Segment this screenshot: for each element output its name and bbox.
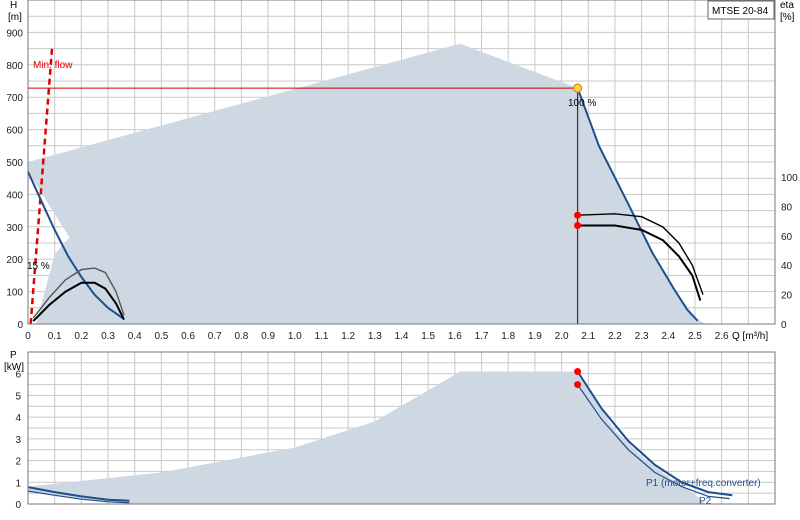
power-series <box>27 368 733 504</box>
flow-tick-label: 0.7 <box>208 331 222 342</box>
eta-tick-label: 40 <box>781 261 793 272</box>
power-operating-area <box>28 371 706 504</box>
head-series <box>27 48 704 325</box>
efficiency-point-marker <box>574 211 582 219</box>
p1-label: P1 (motor+freq.converter) <box>646 478 761 489</box>
head-tick-label: 800 <box>6 61 23 72</box>
flow-tick-label: 0.1 <box>48 331 62 342</box>
eta-min-b-curve <box>32 281 125 322</box>
head-envelope <box>28 43 706 324</box>
eta-min-a-curve <box>32 267 125 319</box>
flow-tick-label: 0.2 <box>74 331 88 342</box>
flow-tick-label: 2.6 <box>715 331 729 342</box>
flow-tick-label: 2.4 <box>661 331 675 342</box>
head-ticks: 0 0.1 0.2 0.3 0.4 0.5 0.6 0.7 0.8 0.9 1.0 1.1 1.2 1.3… <box>6 28 798 342</box>
min-flow-line <box>29 48 54 325</box>
head-tick-label: 0 <box>17 320 23 331</box>
head-tick-label: 100 <box>6 288 23 299</box>
eta-full-b-curve <box>577 224 702 301</box>
power-tick-label: 0 <box>15 500 21 511</box>
flow-tick-label: 1.2 <box>341 331 355 342</box>
eta-tick-label: 0 <box>781 320 787 331</box>
flow-tick-label: 1.7 <box>475 331 489 342</box>
head-tick-label: 900 <box>6 28 23 39</box>
eta-tick-label: 60 <box>781 232 793 243</box>
p2-label: P2 <box>699 496 712 507</box>
model-label: MTSE 20-84 <box>712 6 769 17</box>
eta-tick-label: 80 <box>781 202 793 213</box>
p2-full-curve <box>577 384 730 500</box>
flow-tick-label: 0.8 <box>234 331 248 342</box>
eta-axis-title: eta <box>780 0 794 11</box>
head-operating-area <box>28 43 706 324</box>
head-axis-title: H <box>10 0 17 11</box>
eta-full-a-curve <box>577 213 704 295</box>
power-tick-label: 3 <box>15 435 21 446</box>
flow-tick-label: 1.8 <box>501 331 515 342</box>
flow-tick-label: 0.3 <box>101 331 115 342</box>
head-tick-label: 400 <box>6 190 23 201</box>
flow-tick-label: 2.0 <box>555 331 569 342</box>
speed-label-15: 15 % <box>27 261 50 272</box>
head-tick-label: 300 <box>6 223 23 234</box>
flow-tick-label: 0.5 <box>154 331 168 342</box>
flow-tick-label: 1.4 <box>395 331 409 342</box>
power-axis-title: P <box>10 350 17 361</box>
power-tick-label: 6 <box>15 370 21 381</box>
head-tick-label: 200 <box>6 255 23 266</box>
flow-tick-label: 0.9 <box>261 331 275 342</box>
flow-tick-label: 2.2 <box>608 331 622 342</box>
head-min-curve <box>27 171 125 320</box>
flow-tick-label: 2.1 <box>581 331 595 342</box>
min-flow-label: Min. flow <box>33 60 73 71</box>
power-axis-unit: [kW] <box>4 362 24 373</box>
flow-tick-label: 1.6 <box>448 331 462 342</box>
p1-full-curve <box>576 370 733 497</box>
p2-min-curve <box>27 490 130 504</box>
flow-tick-label: 0.4 <box>128 331 142 342</box>
head-tick-label: 700 <box>6 93 23 104</box>
efficiency-point-marker <box>574 222 582 230</box>
head-full-curve <box>576 87 699 322</box>
flow-tick-label: 2.5 <box>688 331 702 342</box>
power-envelope <box>28 371 706 504</box>
power-tick-label: 5 <box>15 391 21 402</box>
power-tick-label: 1 <box>15 478 21 489</box>
flow-tick-label: 2.3 <box>635 331 649 342</box>
power-point-marker <box>574 368 582 376</box>
flow-axis-title: Q [m³/h] <box>732 331 768 342</box>
head-tick-label: 500 <box>6 158 23 169</box>
power-tick-label: 4 <box>15 413 21 424</box>
eta-tick-label: 20 <box>781 291 793 302</box>
speed-label-100: 100 % <box>568 98 596 109</box>
head-plot-frame <box>27 0 776 325</box>
eta-axis-unit: [%] <box>780 12 795 23</box>
flow-tick-label: 1.3 <box>368 331 382 342</box>
head-axis-unit: [m] <box>8 12 22 23</box>
flow-tick-label: 1.0 <box>288 331 302 342</box>
power-point-marker <box>574 381 582 389</box>
p1-min-curve <box>27 486 130 502</box>
flow-tick-label: 0 <box>25 331 31 342</box>
eta-tick-label: 100 <box>781 173 798 184</box>
power-plot-frame <box>27 351 776 505</box>
duty-point-marker <box>572 83 583 93</box>
power-ticks: 0 1 2 3 4 5 6 <box>15 370 21 511</box>
flow-tick-label: 1.5 <box>421 331 435 342</box>
head-tick-label: 600 <box>6 126 23 137</box>
flow-tick-label: 1.9 <box>528 331 542 342</box>
power-tick-label: 2 <box>15 457 21 468</box>
model-label-box <box>707 0 775 20</box>
flow-tick-label: 1.1 <box>315 331 329 342</box>
flow-tick-label: 0.6 <box>181 331 195 342</box>
